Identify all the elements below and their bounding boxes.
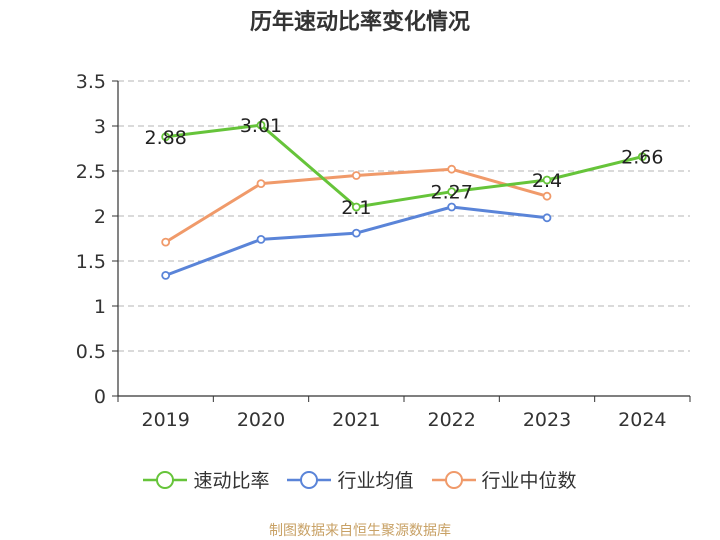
y-tick-label: 3.5: [76, 71, 106, 93]
grid-lines: [118, 80, 690, 352]
data-label: 2.27: [431, 182, 473, 204]
y-tick-label: 1.5: [76, 251, 106, 273]
x-tick-label: 2019: [141, 409, 189, 431]
data-point: [447, 202, 457, 212]
x-tick-label: 2021: [332, 409, 380, 431]
legend-label: 行业中位数: [481, 470, 577, 492]
data-point: [351, 171, 361, 180]
axes: 0 0.5 1 1.5 2 2.5 3 3.5 2019 2020 2021 2022 2023 2024: [76, 71, 691, 431]
data-label: 2.88: [145, 127, 187, 149]
y-tick-label: 2: [94, 206, 106, 228]
y-tick-label: 3: [94, 116, 106, 138]
legend-marker-icon: [143, 470, 188, 489]
chart-title: 历年速动比率变化情况: [249, 10, 470, 35]
y-tick-label: 0.5: [76, 341, 106, 363]
data-point: [542, 213, 552, 223]
legend-label: 速动比率: [193, 470, 270, 492]
data-point: [351, 202, 361, 212]
series-line-0: [165, 123, 643, 209]
y-tick-label: 1: [94, 296, 106, 318]
data-label: 2.4: [532, 170, 562, 192]
data-point: [256, 234, 266, 244]
data-point: [161, 237, 171, 247]
data-point: [161, 270, 171, 280]
data-label: 3.01: [240, 115, 282, 137]
legend-item[interactable]: 行业中位数: [431, 466, 577, 493]
data-label: 2.66: [621, 147, 663, 169]
x-tick-label: 2020: [237, 409, 285, 431]
legend: 速动比率 行业均值 行业中位数: [0, 466, 720, 493]
data-point: [256, 120, 266, 130]
data-point: [351, 228, 361, 238]
legend-circle: [156, 470, 175, 489]
y-tick-label: 0: [94, 386, 106, 408]
data-point: [256, 179, 266, 189]
y-tick-label: 2.5: [76, 161, 106, 183]
series-lines: [161, 120, 647, 280]
data-point: [161, 132, 171, 142]
legend-circle: [300, 470, 319, 489]
legend-label: 行业均值: [337, 470, 414, 492]
x-tick-label: 2022: [427, 409, 475, 431]
legend-item[interactable]: 行业均值: [287, 466, 414, 493]
x-tick-label: 2024: [618, 409, 666, 431]
legend-circle: [444, 470, 463, 489]
source-note: 制图数据来自恒生聚源数据库: [269, 523, 451, 539]
legend-item[interactable]: 速动比率: [143, 466, 269, 493]
data-labels: 2.88 3.01 2.1 2.27 2.4 2.66: [145, 115, 664, 219]
data-point: [447, 164, 457, 174]
data-label: 2.1: [341, 197, 371, 219]
data-point: [542, 175, 552, 185]
data-point: [542, 191, 552, 201]
legend-marker-icon: [431, 470, 476, 489]
x-tick-label: 2023: [523, 409, 571, 431]
data-point: [447, 187, 457, 197]
data-point: [637, 152, 647, 162]
legend-marker-icon: [287, 470, 332, 489]
